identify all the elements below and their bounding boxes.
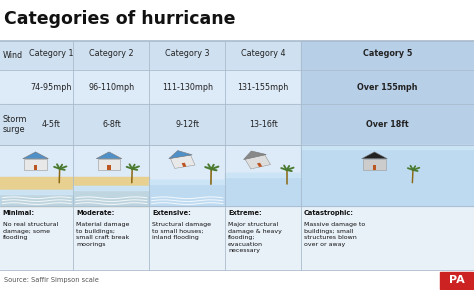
Polygon shape [23,152,48,159]
Text: 131-155mph: 131-155mph [237,82,289,92]
Polygon shape [301,145,474,206]
Text: Material damage
to buildings;
small craft break
moorings: Material damage to buildings; small craf… [76,222,130,246]
Text: Catastrophic:: Catastrophic: [304,210,354,216]
Polygon shape [182,163,186,167]
Polygon shape [225,173,301,206]
Polygon shape [0,104,474,145]
Text: No real structural
damage; some
flooding: No real structural damage; some flooding [3,222,58,240]
Polygon shape [73,177,149,206]
Polygon shape [0,190,73,206]
Polygon shape [34,166,37,170]
Polygon shape [73,186,149,206]
Text: 9-12ft: 9-12ft [175,120,199,129]
Text: Moderate:: Moderate: [76,210,115,216]
Text: 74-95mph: 74-95mph [30,82,72,92]
Text: Categories of hurricane: Categories of hurricane [4,10,235,28]
Polygon shape [25,159,46,170]
Text: Category 3: Category 3 [165,49,210,58]
Polygon shape [170,155,195,168]
Text: Category 1: Category 1 [29,49,73,58]
Text: Category 5: Category 5 [363,49,412,58]
Text: 96-110mph: 96-110mph [88,82,135,92]
Text: Structural damage
to small houses;
inland flooding: Structural damage to small houses; inlan… [152,222,211,240]
Text: Extensive:: Extensive: [152,210,191,216]
Polygon shape [0,70,474,104]
Polygon shape [0,177,73,206]
Text: Wind: Wind [2,50,22,60]
Polygon shape [301,41,474,70]
Text: Major structural
damage & heavy
flooding;
evacuation
necessary: Major structural damage & heavy flooding… [228,222,282,253]
Polygon shape [0,0,474,41]
Polygon shape [107,166,111,170]
Polygon shape [73,197,149,206]
Polygon shape [225,173,301,177]
Text: Category 4: Category 4 [241,49,285,58]
Text: 4-5ft: 4-5ft [42,120,61,129]
Polygon shape [362,152,387,159]
Text: Minimal:: Minimal: [3,210,35,216]
Polygon shape [373,166,376,170]
Text: Massive damage to
buildings; small
structures blown
over or away: Massive damage to buildings; small struc… [304,222,365,246]
Polygon shape [301,70,474,104]
Polygon shape [149,180,225,184]
Polygon shape [149,180,225,206]
Polygon shape [96,152,122,159]
Polygon shape [0,41,474,70]
Polygon shape [0,145,474,206]
Polygon shape [0,270,474,290]
Polygon shape [0,190,73,194]
Text: 6-8ft: 6-8ft [102,120,121,129]
Text: Storm
surge: Storm surge [2,115,27,134]
Text: Category 2: Category 2 [89,49,134,58]
Polygon shape [440,272,473,289]
Polygon shape [73,186,149,190]
Polygon shape [257,163,262,167]
Text: Extreme:: Extreme: [228,210,262,216]
Text: Over 18ft: Over 18ft [366,120,409,129]
Text: Over 155mph: Over 155mph [357,82,418,92]
Polygon shape [0,206,474,270]
Polygon shape [98,159,120,170]
Polygon shape [245,155,271,169]
Text: PA: PA [448,275,465,285]
Text: Source: Saffir Simpson scale: Source: Saffir Simpson scale [4,277,99,283]
Polygon shape [0,197,73,206]
Polygon shape [301,104,474,145]
Text: 13-16ft: 13-16ft [249,120,277,129]
Polygon shape [244,151,266,160]
Text: 111-130mph: 111-130mph [162,82,213,92]
Polygon shape [301,145,474,149]
Polygon shape [169,151,192,159]
Polygon shape [364,159,385,170]
